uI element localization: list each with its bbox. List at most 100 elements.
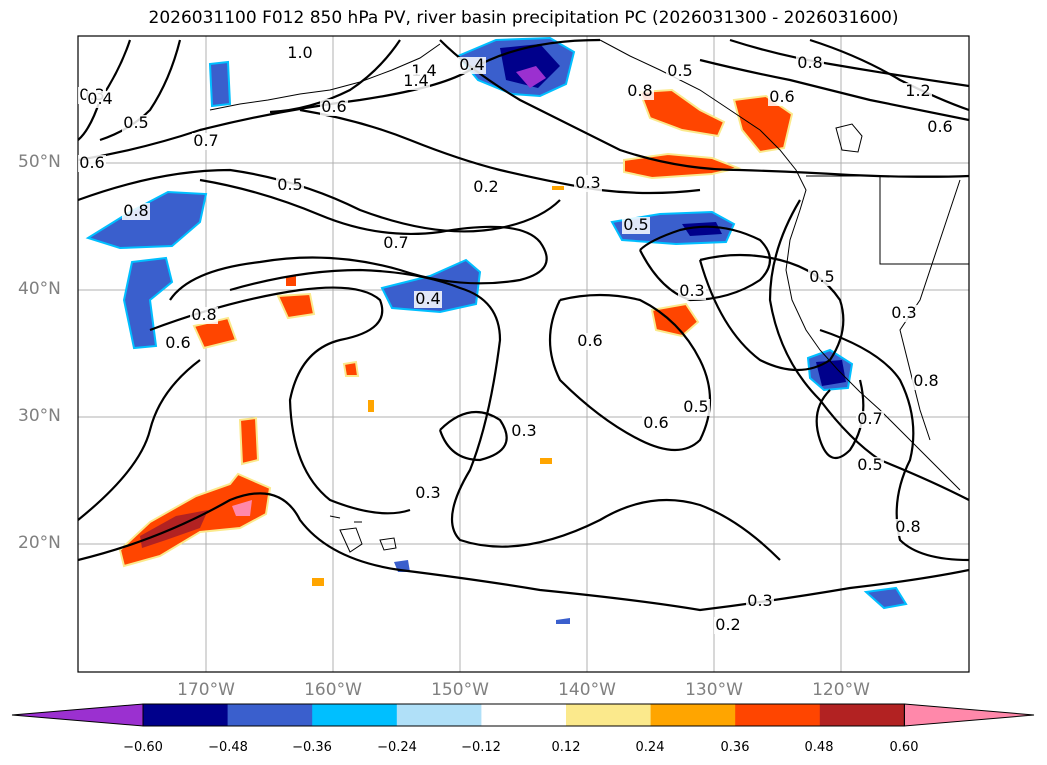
contour-label-bg [626,83,654,100]
lon-label-160w: 160°W [304,680,362,700]
colorbar-segment [312,704,398,726]
lat-label-20n: 20°N [18,533,61,553]
contour-label-bg [320,99,348,116]
contour-label: 0.4 [87,89,112,108]
colorbar-tick: −0.36 [292,740,332,755]
contour-label: 0.2 [715,615,740,634]
contour-label-bg [276,177,304,194]
contour-label: 0.6 [79,153,104,172]
contour-label: 0.3 [891,303,916,322]
contour-label: 0.5 [623,215,648,234]
contour-label-bg [912,373,940,390]
contour-label-bg [904,83,932,100]
contour-label: 0.3 [747,591,772,610]
lon-label-140w: 140°W [558,680,616,700]
lat-label-40n: 40°N [18,279,61,299]
contour-label: 0.3 [575,173,600,192]
lat-label-30n: 30°N [18,406,61,426]
contour-label-bg [122,203,150,220]
contour-label-bg [666,63,694,80]
contour-label-bg [402,73,430,90]
contour-label: 0.3 [679,281,704,300]
contour-label: 0.5 [857,455,882,474]
colorbar-tick: 0.24 [635,740,665,755]
colorbar-tick: 0.36 [720,740,750,755]
colorbar-tick: −0.60 [123,740,163,755]
contour-label: 1.0 [287,43,312,62]
contour-label-group: 0.30.40.50.60.70.81.01.40.81.20.50.80.60… [78,43,954,634]
lon-label-120w: 120°W [812,680,870,700]
contour-label-bg [164,335,192,352]
colorbar-segment [396,704,482,726]
contour-label-bg [574,175,602,192]
contour-label: 0.8 [191,305,216,324]
contour-label-bg [190,307,218,324]
contour-label-bg [746,593,774,610]
contour-label-bg [622,217,650,234]
contour-label: 0.8 [797,53,822,72]
contour-label: 0.8 [895,517,920,536]
contour-label-bg [458,57,486,74]
lat-label-50n: 50°N [18,152,61,172]
contour-label: 0.8 [123,201,148,220]
contour-label: 0.4 [415,289,440,308]
contour-label-bg [796,55,824,72]
colorbar-extend-max [903,703,1035,727]
contour-label-bg [78,155,106,172]
contour-label: 0.4 [459,55,484,74]
contour-label-bg [768,89,796,106]
colorbar-frame [142,703,905,727]
contour-label-bg [808,269,836,286]
colorbar-segment [143,704,229,726]
contour-label: 0.5 [809,267,834,286]
contour-label-bg [682,399,710,416]
contour-label: 0.7 [383,233,408,252]
colorbar-segment [735,704,821,726]
map-frame [77,35,970,673]
contour-label: 0.6 [769,87,794,106]
contour-label-bg [286,45,314,62]
contour-label-bg [414,485,442,502]
contour-label: 0.6 [321,97,346,116]
colorbar-tick: 0.60 [889,740,919,755]
colorbar-tick: −0.48 [208,740,248,755]
contour-label: 0.5 [277,175,302,194]
contour-label-bg [642,415,670,432]
contour-label-bg [382,235,410,252]
colorbar-segment [650,704,736,726]
contour-label: 0.6 [643,413,668,432]
contour-label: 1.4 [403,71,428,90]
colorbar-segment [566,704,652,726]
contour-label-bg [576,333,604,350]
contour-label-bg [86,91,114,108]
contour-label-bg [714,617,742,634]
colorbar-segment [481,704,567,726]
contour-label: 0.6 [165,333,190,352]
contour-label: 0.3 [415,483,440,502]
graticule [78,36,969,672]
contour-label-bg [856,457,884,474]
contour-label-bg [856,411,884,428]
colorbar-extend-min [11,703,144,727]
contour-label: 0.7 [193,131,218,150]
contour-label-bg [678,283,706,300]
contour-label-bg [122,115,150,132]
contour-label-bg [414,291,442,308]
contour-label: 0.7 [857,409,882,428]
contour-label-bg [890,305,918,322]
contour-label: 0.3 [511,421,536,440]
contour-label: 0.8 [627,81,652,100]
lon-label-170w: 170°W [177,680,235,700]
contour-label: 0.6 [577,331,602,350]
contour-label: 0.2 [473,177,498,196]
contour-label-bg [926,119,954,136]
lon-label-150w: 150°W [431,680,489,700]
map-title: 2026031100 F012 850 hPa PV, river basin … [148,8,899,28]
colorbar-segment [227,704,313,726]
contour-label: 0.5 [123,113,148,132]
contour-label: 1.2 [905,81,930,100]
contour-label: 0.5 [683,397,708,416]
contour-label-bg [510,423,538,440]
colorbar-tick: −0.24 [377,740,417,755]
